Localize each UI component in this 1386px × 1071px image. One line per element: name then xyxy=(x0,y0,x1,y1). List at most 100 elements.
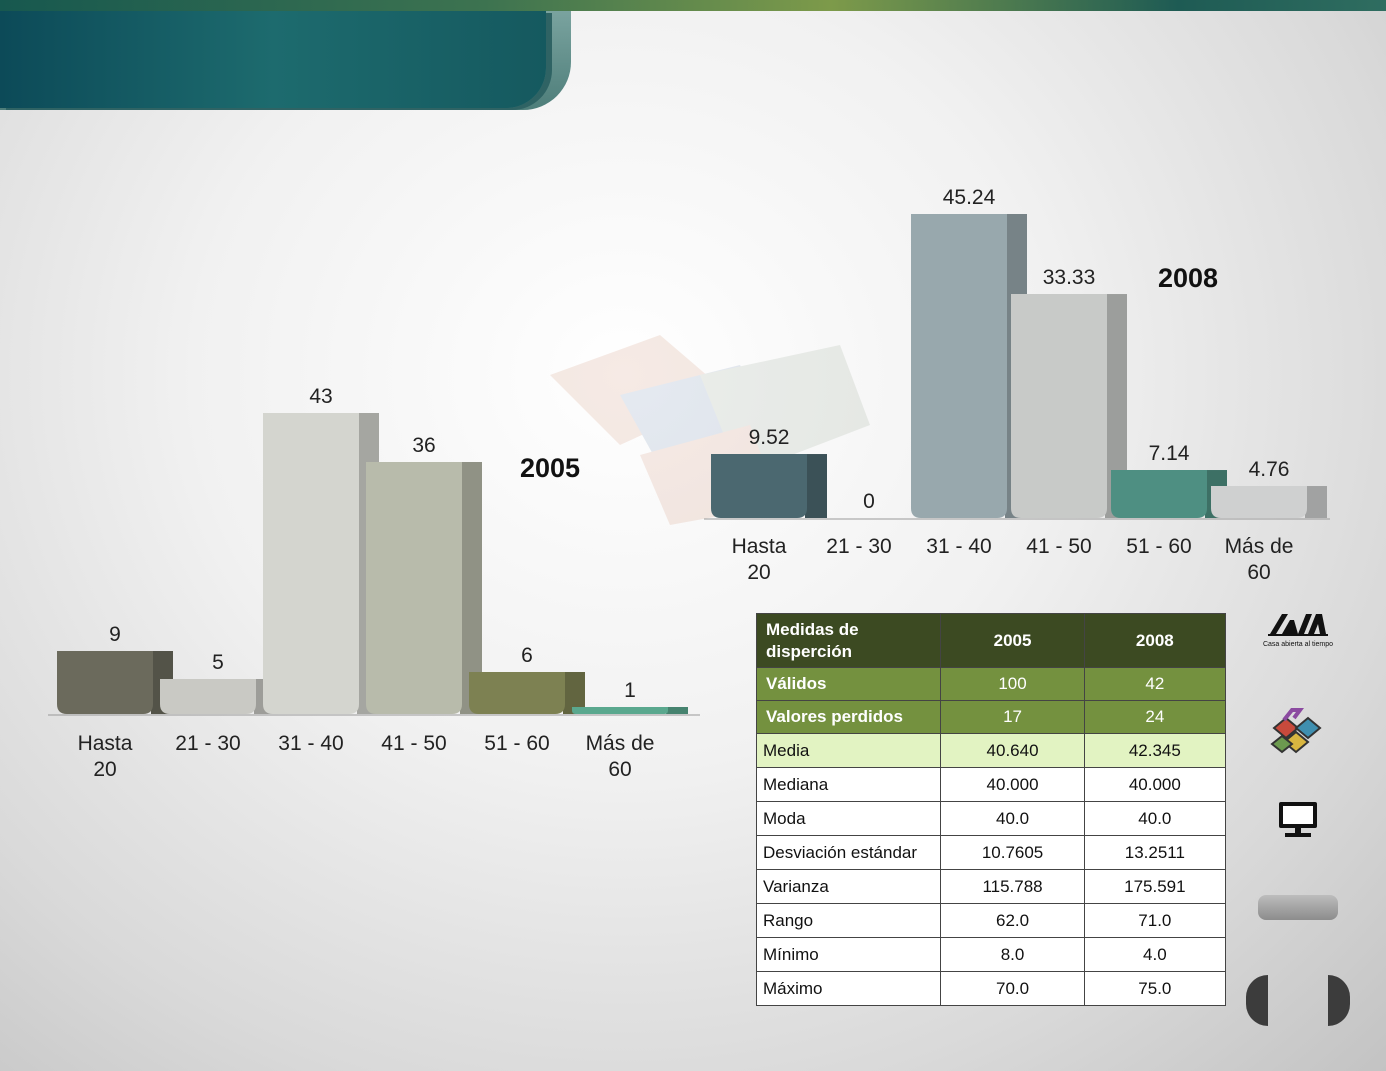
category-label: 60 xyxy=(1247,561,1270,584)
table-cell-2008: 175.591 xyxy=(1083,869,1227,904)
table-header-2005: 2005 xyxy=(940,613,1085,668)
bar-value-label: 7.14 xyxy=(1149,442,1190,465)
category-label: 60 xyxy=(608,758,631,781)
table-cell-2008: 4.0 xyxy=(1083,937,1227,972)
category-label: 41 - 50 xyxy=(381,732,446,755)
pill-button[interactable] xyxy=(1258,895,1338,920)
category-label: 20 xyxy=(747,561,770,584)
bar-side xyxy=(805,454,827,518)
table-cell-2005: 10.7605 xyxy=(940,835,1085,870)
table-cell-measure: Máximo xyxy=(755,971,942,1006)
bar-side xyxy=(1105,294,1127,518)
table-row: Máximo 70.0 75.0 xyxy=(755,971,1227,1006)
table-cell-measure: Media xyxy=(755,733,942,768)
category-label: 21 - 30 xyxy=(826,535,891,558)
category-label: Hasta xyxy=(732,535,787,558)
chart-year-title: 2008 xyxy=(1158,263,1218,293)
category-label: 31 - 40 xyxy=(278,732,343,755)
table-cell-measure: Válidos xyxy=(755,667,942,701)
bar xyxy=(366,462,462,714)
bar xyxy=(160,679,256,714)
table-cell-measure: Mínimo xyxy=(755,937,942,972)
category-label: Más de xyxy=(586,732,655,755)
table-cell-measure: Desviación estándar xyxy=(755,835,942,870)
table-cell-measure: Moda xyxy=(755,801,942,836)
table-row: Válidos 100 42 xyxy=(755,667,1227,701)
bar xyxy=(263,413,359,714)
chart-2008: 9.52 Hasta 20 0 21 - 30 45.24 31 - 40 33.33 41 -… xyxy=(704,186,1330,584)
category-label: 41 - 50 xyxy=(1026,535,1091,558)
table-cell-2008: 42 xyxy=(1083,667,1227,701)
bar-value-label: 33.33 xyxy=(1043,266,1096,289)
bar-value-label: 6 xyxy=(521,644,533,667)
bar xyxy=(1111,470,1207,518)
previous-slide-button[interactable] xyxy=(1246,975,1268,1026)
table-row: Rango 62.0 71.0 xyxy=(755,903,1227,938)
bar-value-label: 5 xyxy=(212,651,224,674)
table-row: Desviación estándar 10.7605 13.2511 xyxy=(755,835,1227,870)
bar-value-label: 9.52 xyxy=(749,426,790,449)
bar xyxy=(711,454,807,518)
monitor-icon[interactable] xyxy=(1277,800,1319,838)
bar xyxy=(1011,294,1107,518)
category-label: 51 - 60 xyxy=(1126,535,1191,558)
bar-value-label: 1 xyxy=(624,679,636,702)
category-label: 21 - 30 xyxy=(175,732,240,755)
bar xyxy=(57,651,153,714)
table-cell-2005: 115.788 xyxy=(940,869,1085,904)
table-cell-2008: 13.2511 xyxy=(1083,835,1227,870)
table-header-2008: 2008 xyxy=(1083,613,1227,668)
bar-side xyxy=(666,707,688,714)
table-cell-2008: 42.345 xyxy=(1083,733,1227,768)
header-line: Medidas de xyxy=(766,619,859,639)
bar-value-label: 45.24 xyxy=(943,186,996,209)
table-cell-measure: Rango xyxy=(755,903,942,938)
bar xyxy=(469,672,565,714)
bar xyxy=(572,707,668,714)
top-bar xyxy=(0,0,1386,11)
table-row: Varianza 115.788 175.591 xyxy=(755,869,1227,904)
table-cell-2005: 100 xyxy=(940,667,1085,701)
table-cell-measure: Varianza xyxy=(755,869,942,904)
bar-side xyxy=(1305,486,1327,518)
bar-value-label: 9 xyxy=(109,623,121,646)
chart-year-title: 2005 xyxy=(520,453,580,483)
table-cell-2005: 40.0 xyxy=(940,801,1085,836)
table-row: Moda 40.0 40.0 xyxy=(755,801,1227,836)
table-cell-2008: 40.0 xyxy=(1083,801,1227,836)
bar xyxy=(911,214,1007,518)
table-cell-measure: Mediana xyxy=(755,767,942,802)
table-cell-2005: 62.0 xyxy=(940,903,1085,938)
bar-value-label: 43 xyxy=(309,385,332,408)
table-row: Valores perdidos 17 24 xyxy=(755,700,1227,734)
uam-logo[interactable]: Casa abierta al tiempo xyxy=(1262,612,1334,652)
table-cell-2005: 70.0 xyxy=(940,971,1085,1006)
bar xyxy=(1211,486,1307,518)
table-cell-2008: 40.000 xyxy=(1083,767,1227,802)
table-row: Mediana 40.000 40.000 xyxy=(755,767,1227,802)
logo-caption: Casa abierta al tiempo xyxy=(1262,641,1334,648)
header-line: disperción xyxy=(766,641,852,661)
table-row: Media 40.640 42.345 xyxy=(755,733,1227,768)
bar-side xyxy=(563,672,585,714)
next-slide-button[interactable] xyxy=(1328,975,1350,1026)
blocks-icon[interactable] xyxy=(1270,706,1324,758)
table-cell-2005: 40.000 xyxy=(940,767,1085,802)
table-header-measures: Medidas de disperción xyxy=(755,613,942,668)
table-cell-2005: 17 xyxy=(940,700,1085,734)
category-label: 51 - 60 xyxy=(484,732,549,755)
table-cell-measure: Valores perdidos xyxy=(755,700,942,734)
table-cell-2008: 71.0 xyxy=(1083,903,1227,938)
table-cell-2008: 24 xyxy=(1083,700,1227,734)
bar-value-label: 36 xyxy=(412,434,435,457)
table-row: Mínimo 8.0 4.0 xyxy=(755,937,1227,972)
category-label: 20 xyxy=(93,758,116,781)
table-cell-2005: 8.0 xyxy=(940,937,1085,972)
uam-logo-icon xyxy=(1268,614,1328,636)
title-tab xyxy=(0,11,546,108)
table-header-row: Medidas de disperción 2005 2008 xyxy=(755,613,1227,668)
category-label: Más de xyxy=(1225,535,1294,558)
category-label: 31 - 40 xyxy=(926,535,991,558)
table-cell-2008: 75.0 xyxy=(1083,971,1227,1006)
